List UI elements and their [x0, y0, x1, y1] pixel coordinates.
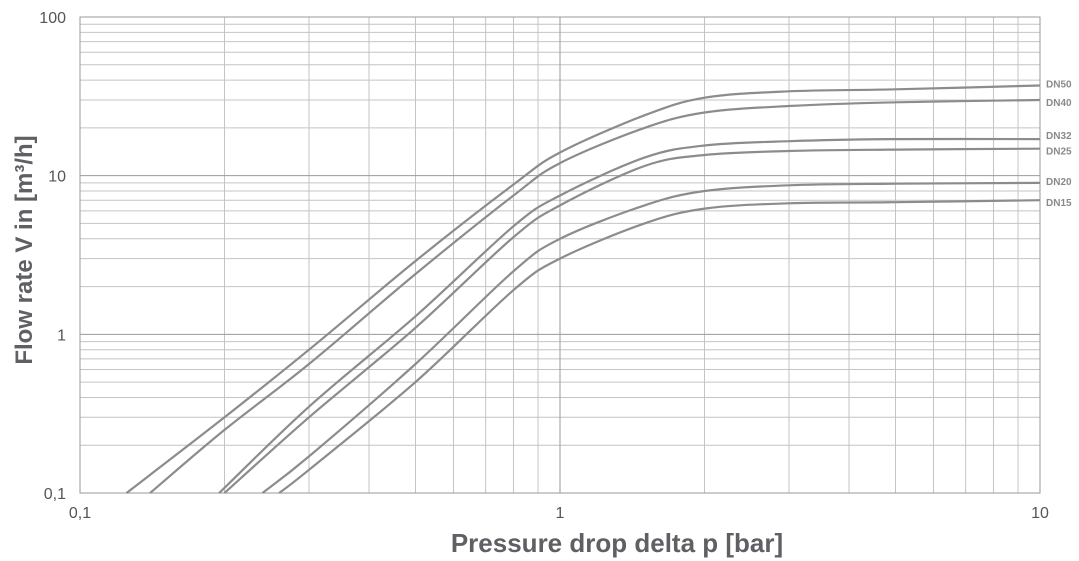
- series-line-dn20: [261, 181, 1041, 494]
- series-lines: [125, 84, 1041, 494]
- y-tick-label: 10: [48, 169, 66, 186]
- y-tick-label: 1: [57, 327, 66, 344]
- series-label-dn50: DN50: [1046, 80, 1072, 91]
- series-line-dn25: [223, 147, 1041, 494]
- x-axis-tick-labels: 0,1 1 10: [69, 505, 1049, 522]
- plot-frame: [79, 16, 1041, 494]
- series-labels: DN50 DN40 DN32 DN25 DN20 DN15: [1046, 80, 1072, 210]
- x-axis-title: Pressure drop delta p [bar]: [451, 528, 783, 558]
- x-tick-label: 1: [556, 505, 565, 522]
- y-axis-title: Flow rate V in [m³/h]: [11, 135, 38, 364]
- x-tick-label: 0,1: [69, 505, 91, 522]
- series-label-dn32: DN32: [1046, 131, 1072, 142]
- y-tick-label: 100: [39, 10, 66, 27]
- series-label-dn20: DN20: [1046, 177, 1072, 188]
- series-line-dn40: [149, 98, 1041, 494]
- series-line-dn50: [125, 84, 1041, 494]
- y-tick-label: 0,1: [44, 486, 66, 503]
- x-tick-label: 10: [1031, 505, 1049, 522]
- series-label-dn15: DN15: [1046, 198, 1072, 209]
- series-line-dn15: [278, 199, 1041, 494]
- y-axis-tick-labels: 0,1 1 10 100: [39, 10, 66, 503]
- series-label-dn25: DN25: [1046, 147, 1072, 158]
- series-line-dn32: [218, 137, 1041, 494]
- series-label-dn40: DN40: [1046, 98, 1072, 109]
